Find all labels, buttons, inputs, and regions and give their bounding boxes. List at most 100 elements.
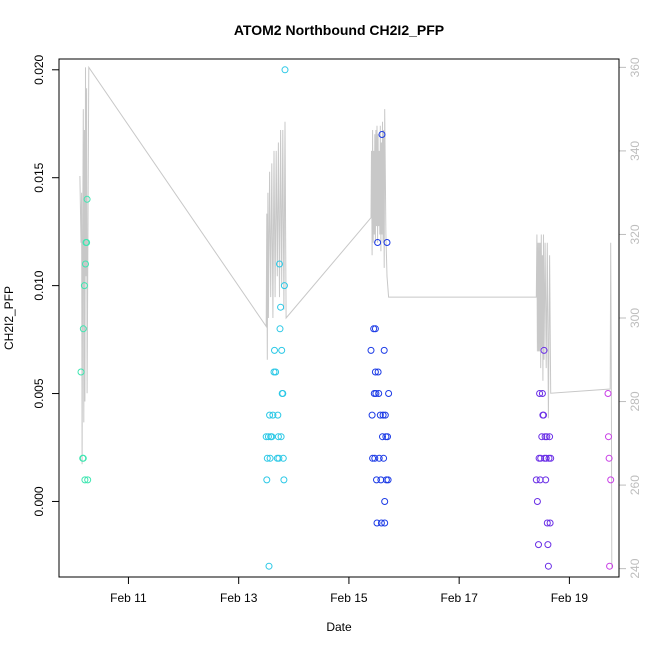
plot-frame bbox=[58, 58, 620, 578]
data-point bbox=[379, 411, 387, 419]
data-point bbox=[264, 433, 272, 441]
data-point bbox=[276, 325, 284, 333]
y-tick-label: 0.015 bbox=[32, 162, 46, 192]
data-point bbox=[266, 411, 274, 419]
x-tick-label: Feb 11 bbox=[110, 591, 147, 605]
data-point bbox=[381, 519, 389, 527]
data-point bbox=[83, 195, 91, 203]
data-point bbox=[280, 282, 288, 290]
data-point bbox=[375, 390, 383, 397]
data-point bbox=[269, 411, 277, 419]
data-point bbox=[279, 454, 287, 462]
data-point bbox=[277, 303, 285, 311]
right-tick-label: 360 bbox=[628, 57, 642, 77]
data-point bbox=[278, 346, 286, 354]
x-tick-label: Feb 13 bbox=[220, 591, 258, 605]
data-point bbox=[274, 411, 282, 419]
data-point bbox=[368, 411, 376, 419]
data-point bbox=[373, 519, 381, 527]
data-point bbox=[82, 260, 89, 268]
data-point bbox=[536, 390, 544, 397]
x-tick-label: Feb 17 bbox=[441, 591, 479, 605]
data-point bbox=[266, 454, 274, 462]
data-point bbox=[383, 239, 391, 246]
data-point bbox=[546, 519, 554, 527]
data-point bbox=[381, 498, 389, 505]
right-tick-label: 260 bbox=[628, 475, 642, 495]
data-point bbox=[79, 325, 87, 333]
right-tick-label: 300 bbox=[628, 308, 642, 328]
data-point bbox=[372, 390, 380, 397]
y-tick-label: 0.000 bbox=[32, 486, 46, 516]
data-point bbox=[274, 433, 282, 441]
data-point bbox=[377, 519, 385, 527]
data-point bbox=[385, 390, 393, 397]
data-point bbox=[380, 346, 388, 354]
chart-title: ATOM2 Northbound CH2I2_PFP bbox=[234, 22, 444, 38]
data-point bbox=[280, 476, 288, 484]
data-point bbox=[83, 239, 91, 246]
data-point bbox=[81, 476, 89, 484]
data-point bbox=[77, 368, 85, 376]
data-point bbox=[376, 411, 384, 419]
data-point bbox=[605, 454, 613, 462]
trace-line bbox=[79, 65, 613, 569]
data-point bbox=[378, 131, 386, 138]
data-point bbox=[275, 454, 283, 462]
y-tick-label: 0.005 bbox=[32, 378, 46, 408]
data-point bbox=[547, 454, 555, 462]
points-layer bbox=[77, 66, 615, 570]
data-point bbox=[381, 411, 389, 419]
data-point bbox=[272, 368, 280, 376]
right-tick-label: 320 bbox=[628, 224, 642, 244]
x-tick-label: Feb 19 bbox=[551, 591, 589, 605]
data-point bbox=[604, 390, 612, 397]
data-point bbox=[374, 239, 382, 246]
y-tick-label: 0.020 bbox=[32, 54, 46, 84]
trace-layer bbox=[79, 65, 613, 569]
data-point bbox=[369, 454, 377, 462]
data-point bbox=[538, 390, 546, 397]
data-point bbox=[543, 519, 551, 527]
data-point bbox=[543, 433, 551, 441]
data-point bbox=[279, 390, 287, 397]
data-point bbox=[607, 476, 615, 484]
data-point bbox=[271, 346, 278, 354]
data-point bbox=[538, 433, 546, 441]
x-tick-label: Feb 15 bbox=[330, 591, 368, 605]
data-point bbox=[544, 541, 552, 549]
data-point bbox=[281, 66, 289, 74]
data-point bbox=[544, 562, 552, 570]
data-point bbox=[533, 498, 541, 505]
data-point bbox=[375, 454, 383, 462]
right-tick-label: 280 bbox=[628, 391, 642, 411]
data-point bbox=[367, 346, 375, 354]
data-point bbox=[80, 282, 88, 290]
data-point bbox=[263, 454, 271, 462]
data-point bbox=[384, 433, 391, 441]
data-point bbox=[371, 454, 379, 462]
data-point bbox=[373, 476, 380, 484]
data-point bbox=[265, 562, 273, 570]
right-tick-label: 340 bbox=[628, 141, 642, 161]
data-point bbox=[79, 454, 87, 462]
data-point bbox=[84, 476, 92, 484]
data-point bbox=[379, 433, 386, 441]
data-point bbox=[380, 454, 388, 462]
data-point bbox=[371, 368, 379, 376]
data-point bbox=[542, 454, 550, 462]
data-point bbox=[542, 476, 550, 484]
data-point bbox=[268, 433, 276, 441]
data-point bbox=[263, 476, 271, 484]
x-axis-label: Date bbox=[326, 620, 352, 634]
data-point bbox=[384, 476, 392, 484]
data-point bbox=[605, 433, 612, 441]
data-point bbox=[540, 411, 547, 419]
data-point bbox=[371, 325, 379, 333]
data-point bbox=[532, 476, 540, 484]
y-axis-label: CH2I2_PFP bbox=[2, 286, 16, 350]
data-point bbox=[540, 346, 548, 354]
data-point bbox=[546, 433, 554, 441]
